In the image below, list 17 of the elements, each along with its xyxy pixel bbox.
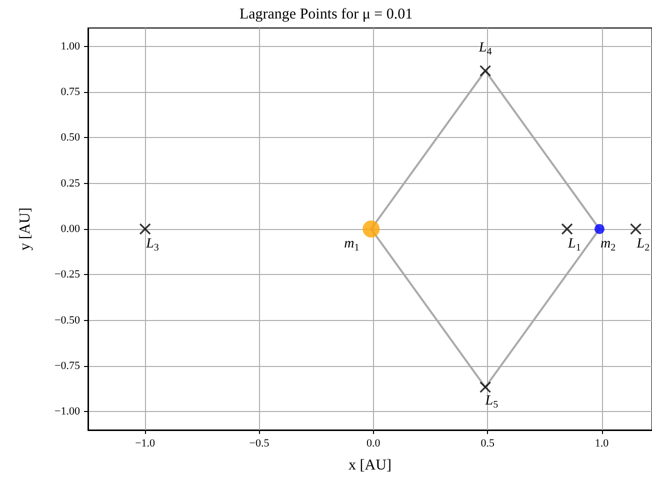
y-tick-label: −1.00	[54, 406, 80, 418]
y-tick-label: −0.50	[54, 314, 80, 326]
x-tick-label: −1.0	[135, 438, 156, 450]
x-tick-label: −0.5	[249, 438, 270, 450]
y-tick-label: −0.25	[54, 268, 80, 281]
y-tick-label: 0.25	[60, 177, 80, 190]
y-tick-label: 0.00	[60, 223, 80, 235]
x-tick-label: 0.0	[366, 438, 381, 450]
y-axis-title: y [AU]	[18, 208, 34, 250]
chart-title: Lagrange Points for μ = 0.01	[239, 6, 413, 22]
x-tick-label: 0.5	[480, 438, 495, 450]
y-tick-label: −0.75	[54, 360, 80, 372]
y-tick-label: 0.50	[60, 132, 80, 144]
y-tick-label: 0.75	[60, 86, 80, 98]
y-tick-label: 1.00	[60, 40, 80, 52]
x-axis-title: x [AU]	[348, 458, 392, 474]
x-tick-label: 1.0	[594, 438, 610, 450]
